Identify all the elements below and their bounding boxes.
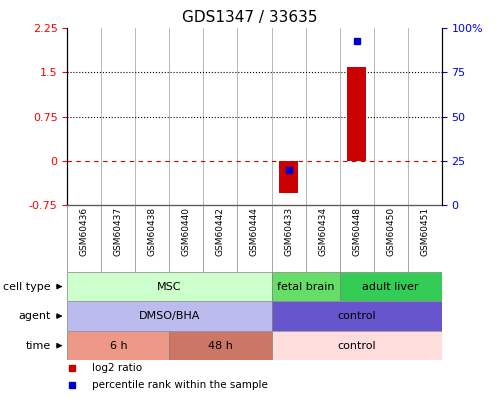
Text: adult liver: adult liver xyxy=(362,281,419,292)
Text: agent: agent xyxy=(18,311,50,321)
Bar xyxy=(67,331,170,360)
Text: percentile rank within the sample: percentile rank within the sample xyxy=(92,380,268,390)
Text: cell type: cell type xyxy=(3,281,50,292)
Text: GSM60437: GSM60437 xyxy=(114,207,123,256)
Bar xyxy=(271,331,442,360)
Bar xyxy=(271,301,442,331)
Bar xyxy=(67,301,271,331)
Text: control: control xyxy=(337,341,376,351)
Text: GSM60444: GSM60444 xyxy=(250,207,259,256)
Text: log2 ratio: log2 ratio xyxy=(92,363,142,373)
Text: GSM60451: GSM60451 xyxy=(420,207,429,256)
Text: time: time xyxy=(25,341,50,351)
Bar xyxy=(339,272,442,301)
Text: fetal brain: fetal brain xyxy=(277,281,334,292)
Text: GSM60438: GSM60438 xyxy=(148,207,157,256)
Text: GSM60450: GSM60450 xyxy=(386,207,395,256)
Text: 48 h: 48 h xyxy=(208,341,233,351)
Text: GSM60436: GSM60436 xyxy=(80,207,89,256)
Bar xyxy=(347,66,366,161)
Text: GSM60433: GSM60433 xyxy=(284,207,293,256)
Text: 6 h: 6 h xyxy=(110,341,127,351)
Bar xyxy=(271,272,339,301)
Text: GSM60434: GSM60434 xyxy=(318,207,327,256)
Bar xyxy=(67,272,271,301)
Text: GSM60448: GSM60448 xyxy=(352,207,361,256)
Text: DMSO/BHA: DMSO/BHA xyxy=(139,311,200,321)
Text: GSM60442: GSM60442 xyxy=(216,207,225,256)
Bar xyxy=(279,161,298,193)
Text: control: control xyxy=(337,311,376,321)
Text: GDS1347 / 33635: GDS1347 / 33635 xyxy=(182,10,317,25)
Text: GSM60440: GSM60440 xyxy=(182,207,191,256)
Text: MSC: MSC xyxy=(157,281,182,292)
Bar xyxy=(170,331,271,360)
